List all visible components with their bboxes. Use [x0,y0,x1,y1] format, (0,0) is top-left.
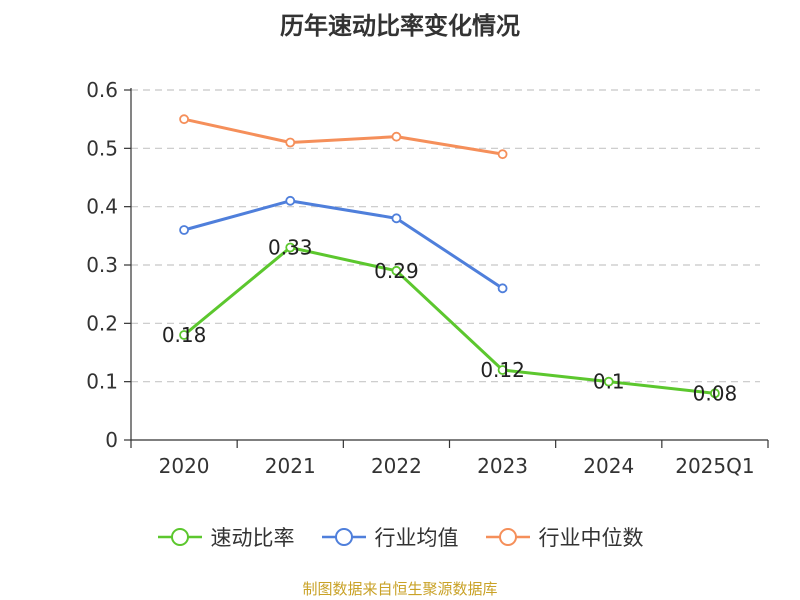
y-tick-label: 0.4 [86,195,118,219]
data-point [285,195,296,206]
legend-marker [334,528,353,546]
data-label: 0.18 [162,323,207,347]
legend-item[interactable]: 速动比率 [157,522,295,552]
legend-swatch-icon [321,528,366,546]
data-point [603,376,614,387]
data-label: 0.12 [480,358,525,382]
series-line-1 [183,199,504,290]
x-tick-label: 2021 [265,454,316,478]
legend-item[interactable]: 行业均值 [321,522,459,552]
axes: 0 0.1 0.2 0.3 0.4 0.5 0.6 2020 2021 2022 2023 2024 2… [86,78,769,478]
data-point [710,388,720,399]
data-labels: 0.18 0.33 0.29 0.12 0.1 0.08 [162,236,737,406]
data-point [497,149,508,160]
y-tick-label: 0.3 [86,253,118,277]
y-tick-label: 0.5 [86,136,118,160]
y-tick-label: 0 [105,428,118,452]
chart-title: 历年速动比率变化情况 [280,12,520,40]
data-point [391,213,402,224]
series-line-0 [183,246,716,395]
x-tick-label: 2024 [583,454,634,478]
data-point [391,131,402,142]
legend-label: 速动比率 [210,526,295,550]
data-label: 0.08 [693,381,738,405]
legend-swatch-icon [157,528,202,546]
legend-marker [170,528,189,546]
data-point [179,114,189,125]
legend-item[interactable]: 行业中位数 [485,522,644,552]
x-tick-label: 2020 [159,454,210,478]
data-point [391,265,402,276]
data-label: 0.1 [593,370,625,394]
x-tick-label: 2025Q1 [675,454,754,478]
data-point [285,137,296,148]
series-line-2 [183,117,503,156]
legend-label: 行业中位数 [538,526,644,550]
legend-marker [498,528,517,546]
y-tick-label: 0.1 [86,370,118,394]
legend: 速动比率 行业均值 行业中位数 [0,519,800,555]
data-point [179,330,189,340]
data-point [285,242,296,253]
data-point [497,283,508,294]
data-point [497,365,508,375]
x-tick-label: 2022 [371,454,422,478]
x-tick-label: 2023 [477,454,528,478]
legend-swatch-icon [485,528,530,546]
data-label: 0.29 [374,259,419,283]
series-lines [179,114,720,399]
data-label: 0.33 [268,236,313,260]
legend-label: 行业均值 [374,526,459,550]
grid-lines [131,89,760,383]
source-note: 制图数据来自恒生聚源数据库 [302,580,498,598]
y-tick-label: 0.6 [86,78,118,102]
data-point [179,225,189,235]
y-tick-label: 0.2 [86,311,118,335]
